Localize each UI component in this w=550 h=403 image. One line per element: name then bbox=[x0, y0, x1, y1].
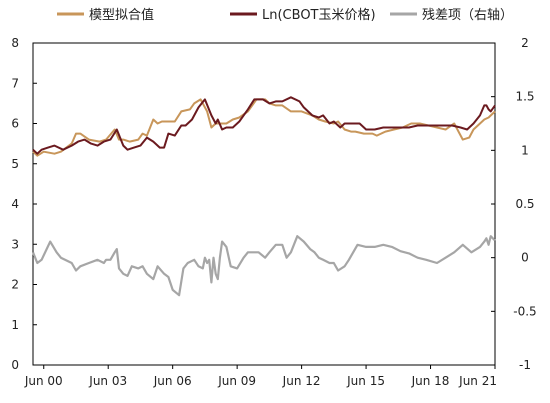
right-axis-tick-label: 1.5 bbox=[515, 90, 534, 104]
x-axis-tick-label: Jun 18 bbox=[411, 374, 450, 388]
left-axis-tick-label: 8 bbox=[11, 36, 19, 50]
x-axis-tick-label: Jun 15 bbox=[346, 374, 385, 388]
plot-frame bbox=[32, 42, 496, 366]
left-axis-tick-label: 4 bbox=[11, 197, 19, 211]
x-axis-tick-label: Jun 03 bbox=[88, 374, 127, 388]
series-line-1 bbox=[32, 98, 496, 157]
x-axis-tick-label: Jun 06 bbox=[153, 374, 192, 388]
x-axis-tick-label: Jun 12 bbox=[282, 374, 321, 388]
left-axis-tick-label: 2 bbox=[11, 278, 19, 292]
plot-area bbox=[31, 42, 496, 366]
legend-label-1: 模型拟合值 bbox=[89, 7, 154, 23]
left-axis-tick-label: 3 bbox=[11, 237, 19, 251]
series-line-3 bbox=[31, 235, 496, 297]
right-axis-tick-label: 1 bbox=[521, 143, 529, 157]
x-axis: Jun 00 Jun 03 Jun 06 Jun 09 Jun 12 Jun 15 Jun … bbox=[24, 365, 497, 388]
right-axis-tick-label: -0.5 bbox=[513, 304, 536, 318]
right-axis: -1 -0.5 0 0.5 1 1.5 2 bbox=[491, 36, 537, 372]
right-axis-tick-label: 0.5 bbox=[515, 197, 534, 211]
series-layer bbox=[31, 96, 496, 297]
legend: 模型拟合值 Ln(CBOT玉米价格) 残差项（右轴） bbox=[57, 7, 513, 23]
left-axis-tick-label: 1 bbox=[11, 318, 19, 332]
x-axis-tick-label: Jun 21 bbox=[458, 374, 497, 388]
left-axis: 0 1 2 3 4 5 6 7 8 bbox=[11, 36, 37, 372]
left-axis-tick-label: 0 bbox=[11, 358, 19, 372]
series-line-2 bbox=[32, 96, 496, 155]
right-axis-tick-label: -1 bbox=[519, 358, 531, 372]
x-axis-tick-label: Jun 00 bbox=[24, 374, 63, 388]
legend-label-3: 残差项（右轴） bbox=[422, 8, 513, 23]
legend-label-2: Ln(CBOT玉米价格) bbox=[262, 7, 376, 23]
left-axis-tick-label: 5 bbox=[11, 157, 19, 171]
left-axis-tick-label: 7 bbox=[11, 76, 19, 90]
right-axis-tick-label: 0 bbox=[521, 251, 529, 265]
right-axis-tick-label: 2 bbox=[521, 36, 529, 50]
left-axis-tick-label: 6 bbox=[11, 117, 19, 131]
x-axis-tick-label: Jun 09 bbox=[217, 374, 256, 388]
